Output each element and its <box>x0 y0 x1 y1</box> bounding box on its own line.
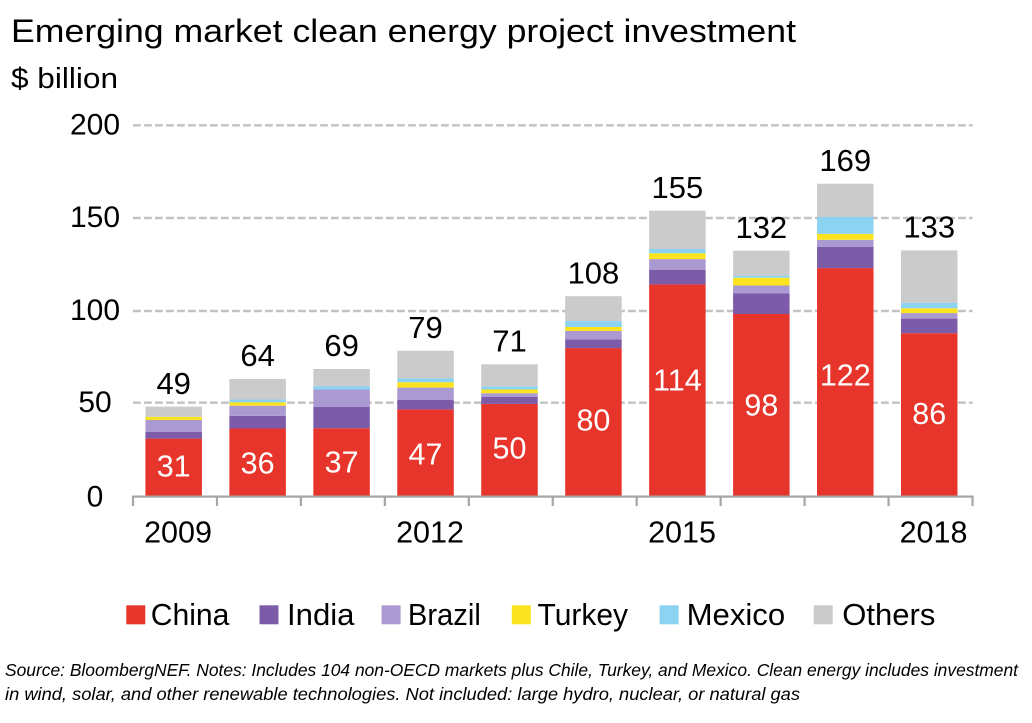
svg-text:0: 0 <box>87 480 104 513</box>
svg-text:133: 133 <box>903 210 955 245</box>
svg-text:36: 36 <box>241 447 275 481</box>
svg-text:122: 122 <box>820 358 871 392</box>
svg-text:49: 49 <box>156 366 190 401</box>
svg-text:in wind, solar, and other rene: in wind, solar, and other renewable tech… <box>5 684 800 704</box>
svg-text:150: 150 <box>70 201 120 234</box>
svg-text:Emerging market clean energy p: Emerging market clean energy project inv… <box>11 13 796 49</box>
svg-text:India: India <box>287 597 355 632</box>
svg-text:Source: BloombergNEF. Notes: I: Source: BloombergNEF. Notes: Includes 10… <box>5 660 1019 680</box>
svg-text:2009: 2009 <box>144 516 212 550</box>
svg-text:100: 100 <box>70 294 120 327</box>
svg-text:Brazil: Brazil <box>408 597 481 632</box>
svg-text:69: 69 <box>324 328 358 363</box>
svg-text:108: 108 <box>568 255 620 290</box>
svg-text:Turkey: Turkey <box>538 597 629 632</box>
svg-text:79: 79 <box>408 310 442 345</box>
svg-text:47: 47 <box>409 437 443 471</box>
svg-text:155: 155 <box>652 170 704 205</box>
svg-text:China: China <box>151 597 230 632</box>
svg-text:2015: 2015 <box>648 516 716 550</box>
svg-text:Others: Others <box>842 597 935 632</box>
svg-text:Mexico: Mexico <box>687 597 786 632</box>
svg-text:64: 64 <box>240 338 274 373</box>
svg-text:98: 98 <box>744 389 778 423</box>
svg-text:200: 200 <box>70 108 120 141</box>
svg-text:$ billion: $ billion <box>11 63 118 95</box>
svg-text:169: 169 <box>819 143 871 178</box>
svg-text:2012: 2012 <box>396 516 464 550</box>
svg-text:50: 50 <box>78 386 111 419</box>
svg-text:114: 114 <box>653 364 702 398</box>
svg-text:2018: 2018 <box>900 516 968 550</box>
svg-text:132: 132 <box>735 210 787 245</box>
svg-text:37: 37 <box>325 446 359 480</box>
svg-text:31: 31 <box>157 449 191 483</box>
svg-text:71: 71 <box>492 324 526 359</box>
svg-text:86: 86 <box>912 397 946 431</box>
svg-text:50: 50 <box>493 432 527 466</box>
svg-text:80: 80 <box>576 404 610 438</box>
